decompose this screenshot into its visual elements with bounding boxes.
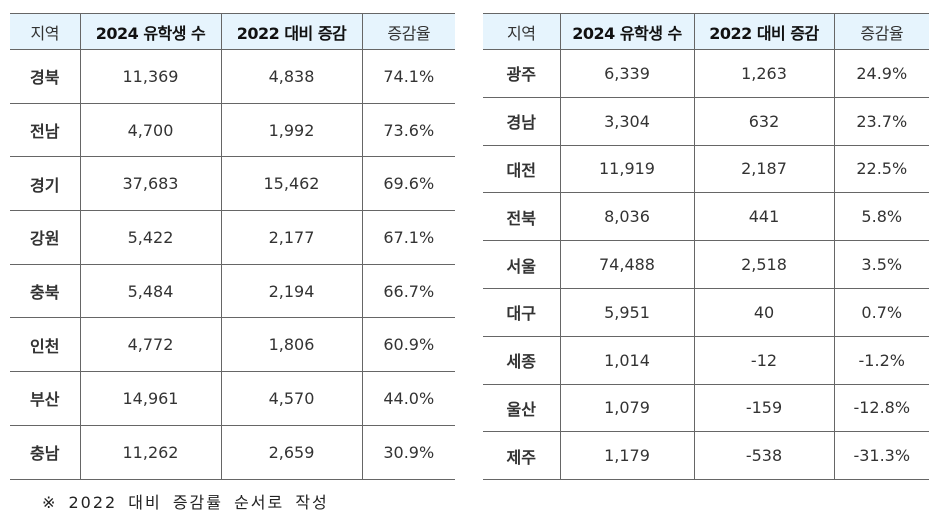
cell-students: 4,700 xyxy=(79,103,221,157)
table-row: 대구 5,951 40 0.7% xyxy=(483,288,929,337)
cell-rate: 22.5% xyxy=(833,145,929,193)
cell-rate: 67.1% xyxy=(361,210,455,265)
cell-region: 부산 xyxy=(30,390,60,410)
cell-change: 2,194 xyxy=(220,264,362,318)
table-row: 경북 11,369 4,838 74.1% xyxy=(10,49,455,104)
cell-change: 1,806 xyxy=(220,317,362,372)
cell-region: 서울 xyxy=(506,256,536,276)
cell-region: 충북 xyxy=(30,283,60,303)
cell-students: 8,036 xyxy=(559,192,694,241)
cell-students: 1,014 xyxy=(559,336,694,385)
cell-change: 4,570 xyxy=(220,371,362,426)
cell-rate: 23.7% xyxy=(833,97,929,146)
table-row: 제주 1,179 -538 -31.3% xyxy=(483,431,929,480)
header-change: 2022 대비 증감 xyxy=(220,13,362,50)
cell-change: -538 xyxy=(693,431,834,480)
table-row: 세종 1,014 -12 -1.2% xyxy=(483,336,929,385)
cell-rate: -31.3% xyxy=(833,431,929,480)
table-row: 강원 5,422 2,177 67.1% xyxy=(10,210,455,265)
cell-rate: 0.7% xyxy=(833,288,929,337)
cell-rate: 44.0% xyxy=(361,371,455,426)
cell-change: 2,187 xyxy=(693,145,834,193)
table-row: 경남 3,304 632 23.7% xyxy=(483,97,929,146)
cell-change: 4,838 xyxy=(220,49,362,104)
table-row: 광주 6,339 1,263 24.9% xyxy=(483,49,929,98)
cell-students: 1,179 xyxy=(559,431,694,480)
header-row: 지역 2024 유학생 수 2022 대비 증감 증감율 xyxy=(483,13,929,50)
cell-students: 4,772 xyxy=(79,317,221,372)
table-row: 경기 37,683 15,462 69.6% xyxy=(10,156,455,211)
right-table: 지역 2024 유학생 수 2022 대비 증감 증감율 광주 6,339 1,26… xyxy=(483,13,929,480)
cell-students: 6,339 xyxy=(559,49,694,98)
cell-rate: 30.9% xyxy=(361,425,455,479)
cell-rate: 74.1% xyxy=(361,49,455,104)
cell-students: 14,961 xyxy=(79,371,221,426)
cell-rate: 69.6% xyxy=(361,156,455,211)
cell-region: 강원 xyxy=(30,229,60,249)
cell-students: 11,262 xyxy=(79,425,221,479)
cell-region: 전북 xyxy=(506,208,536,228)
cell-region: 경기 xyxy=(30,175,60,195)
table-row: 인천 4,772 1,806 60.9% xyxy=(10,317,455,372)
cell-students: 11,919 xyxy=(559,145,694,193)
cell-region: 전남 xyxy=(30,122,60,142)
table-row: 울산 1,079 -159 -12.8% xyxy=(483,384,929,432)
cell-change: -12 xyxy=(693,336,834,385)
cell-rate: 24.9% xyxy=(833,49,929,98)
header-students-2024: 2024 유학생 수 xyxy=(79,13,221,50)
cell-region: 제주 xyxy=(506,447,536,467)
cell-region: 광주 xyxy=(506,65,536,85)
cell-rate: -12.8% xyxy=(833,384,929,432)
cell-rate: 3.5% xyxy=(833,240,929,289)
left-table: 지역 2024 유학생 수 2022 대비 증감 증감율 경북 11,369 4,8… xyxy=(10,13,455,480)
cell-rate: 60.9% xyxy=(361,317,455,372)
cell-region: 충남 xyxy=(30,444,60,464)
cell-region: 울산 xyxy=(506,399,536,419)
header-region: 지역 xyxy=(30,23,60,43)
cell-students: 74,488 xyxy=(559,240,694,289)
cell-region: 경남 xyxy=(506,113,536,133)
cell-change: 2,659 xyxy=(220,425,362,479)
table-row: 서울 74,488 2,518 3.5% xyxy=(483,240,929,289)
cell-students: 3,304 xyxy=(559,97,694,146)
cell-change: 632 xyxy=(693,97,834,146)
cell-change: 15,462 xyxy=(220,156,362,211)
table-row: 부산 14,961 4,570 44.0% xyxy=(10,371,455,426)
header-region: 지역 xyxy=(507,23,536,43)
header-students-2024: 2024 유학생 수 xyxy=(559,13,694,50)
header-change: 2022 대비 증감 xyxy=(693,13,834,50)
header-rate: 증감율 xyxy=(361,13,455,50)
cell-change: -159 xyxy=(693,384,834,432)
header-row: 지역 2024 유학생 수 2022 대비 증감 증감율 xyxy=(10,13,455,50)
cell-students: 11,369 xyxy=(79,49,221,104)
cell-change: 2,518 xyxy=(693,240,834,289)
cell-students: 5,422 xyxy=(79,210,221,265)
table-row: 전북 8,036 441 5.8% xyxy=(483,192,929,241)
cell-rate: 73.6% xyxy=(361,103,455,157)
cell-students: 1,079 xyxy=(559,384,694,432)
table-row: 충북 5,484 2,194 66.7% xyxy=(10,264,455,318)
cell-change: 441 xyxy=(693,192,834,241)
cell-rate: -1.2% xyxy=(833,336,929,385)
cell-change: 40 xyxy=(693,288,834,337)
cell-change: 1,992 xyxy=(220,103,362,157)
cell-rate: 66.7% xyxy=(361,264,455,318)
cell-region: 대구 xyxy=(506,304,536,324)
cell-rate: 5.8% xyxy=(833,192,929,241)
cell-region: 세종 xyxy=(506,352,536,372)
cell-students: 37,683 xyxy=(79,156,221,211)
table-row: 전남 4,700 1,992 73.6% xyxy=(10,103,455,157)
cell-students: 5,951 xyxy=(559,288,694,337)
header-rate: 증감율 xyxy=(833,13,929,50)
table-row: 충남 11,262 2,659 30.9% xyxy=(10,425,455,479)
cell-region: 대전 xyxy=(506,160,536,180)
cell-region: 경북 xyxy=(30,68,60,88)
cell-students: 5,484 xyxy=(79,264,221,318)
cell-change: 1,263 xyxy=(693,49,834,98)
cell-region: 인천 xyxy=(30,336,60,356)
table-row: 대전 11,919 2,187 22.5% xyxy=(483,145,929,193)
footnote: ※ 2022 대비 증감률 순서로 작성 xyxy=(42,493,329,512)
cell-change: 2,177 xyxy=(220,210,362,265)
